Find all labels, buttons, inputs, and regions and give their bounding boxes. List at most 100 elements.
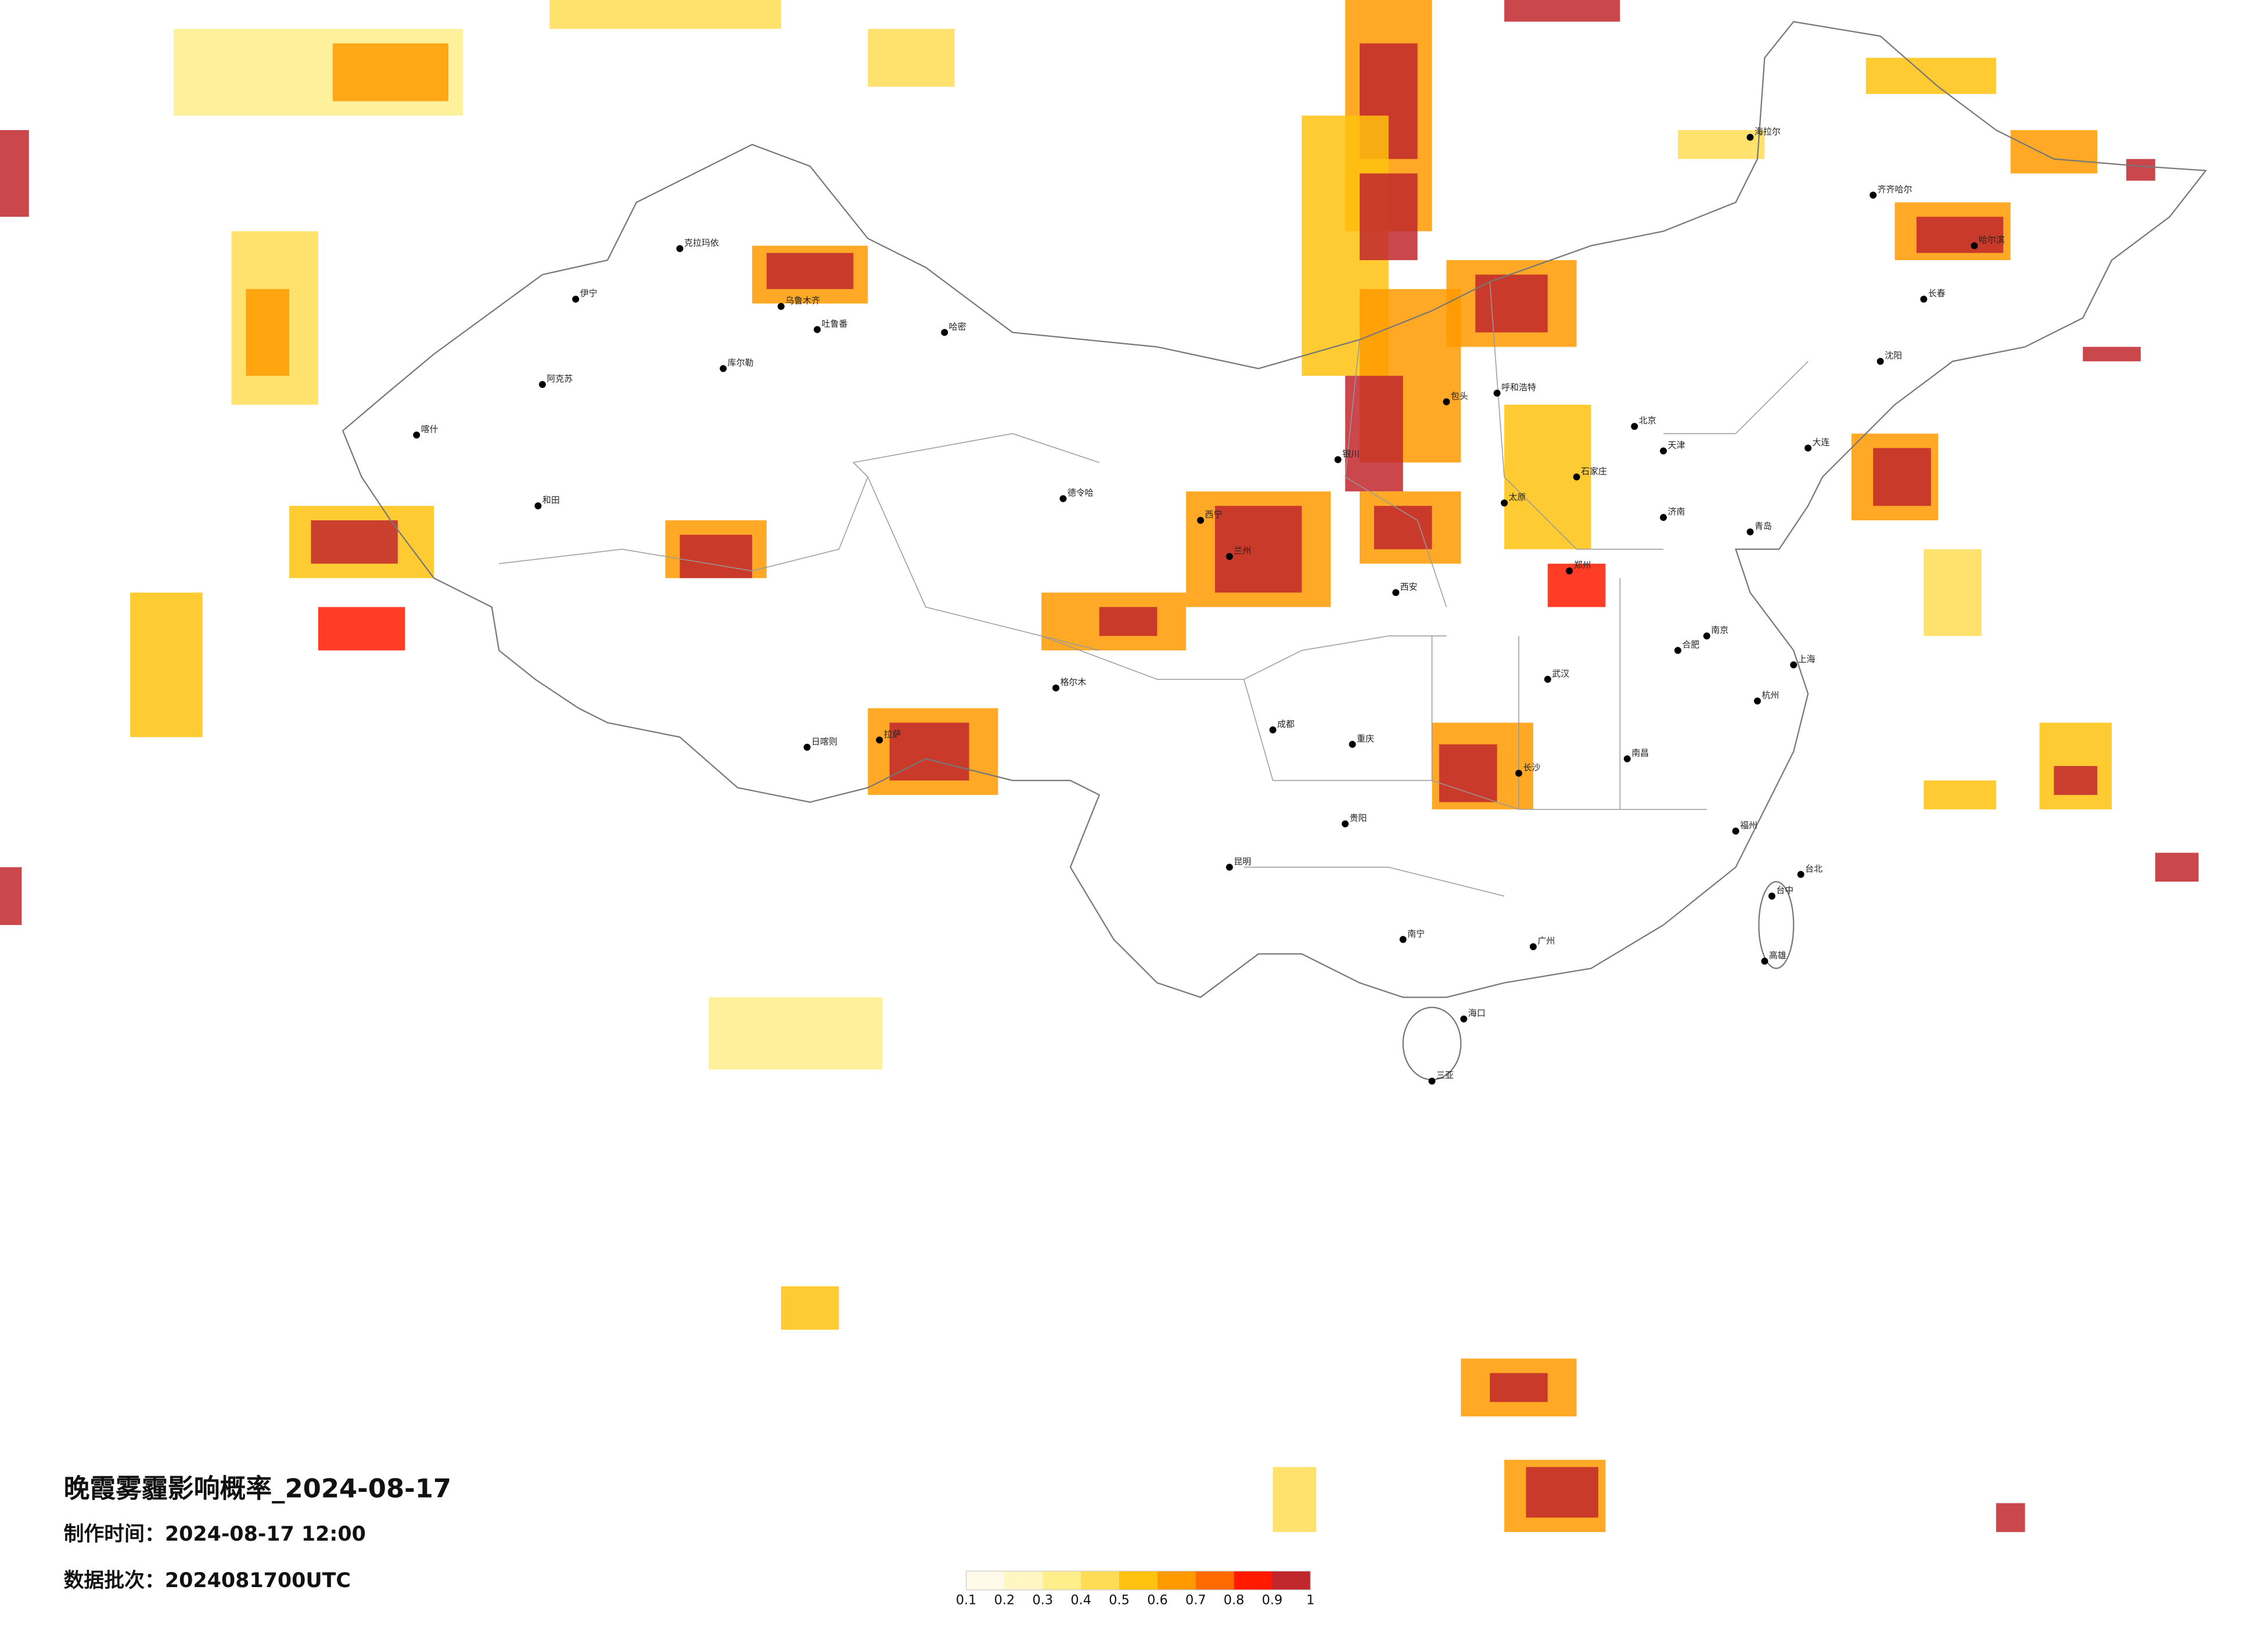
city-label: 日喀则 — [811, 736, 838, 747]
hainan-outline — [1402, 1006, 1462, 1081]
city-dot — [1920, 296, 1928, 303]
city-dot — [1225, 553, 1233, 560]
city-dot — [572, 296, 580, 303]
prob-patch — [1374, 506, 1432, 549]
city-dot — [1529, 943, 1537, 951]
city-dot — [538, 381, 546, 388]
prob-patch — [680, 534, 753, 578]
city-label: 德令哈 — [1067, 488, 1094, 498]
city-dot — [534, 502, 542, 510]
city-dot — [1870, 192, 1877, 199]
city-dot — [1269, 726, 1277, 733]
city-dot — [1059, 495, 1067, 502]
prob-patch — [1099, 607, 1158, 636]
prob-patch — [130, 592, 203, 738]
city-label: 郑州 — [1574, 560, 1591, 570]
city-dot — [1460, 1015, 1468, 1023]
city-dot — [1052, 684, 1059, 692]
city-label: 西宁 — [1205, 509, 1223, 520]
city-dot — [413, 431, 420, 439]
prob-patch — [709, 997, 883, 1070]
city-dot — [1573, 473, 1580, 481]
prob-patch — [889, 722, 969, 780]
legend-label: 0.7 — [1185, 1593, 1206, 1608]
city-dot — [1761, 958, 1769, 965]
city-label: 昆明 — [1234, 856, 1251, 866]
city-dot — [1877, 358, 1884, 365]
legend-label: 0.3 — [1033, 1593, 1054, 1608]
city-label: 台北 — [1805, 864, 1823, 874]
city-label: 杭州 — [1762, 690, 1779, 700]
prob-patch — [1526, 1467, 1598, 1518]
city-dot — [1428, 1077, 1436, 1085]
map-title: 晚霞雾霾影响概率_2024-08-17 — [64, 1473, 452, 1504]
province-borders — [499, 282, 1809, 897]
city-label: 拉萨 — [884, 729, 901, 739]
city-dot — [1623, 755, 1631, 762]
prob-patch — [766, 253, 854, 289]
city-dot — [720, 365, 727, 372]
prob-patch — [1475, 274, 1548, 333]
city-dot — [1566, 567, 1573, 575]
city-label: 三亚 — [1436, 1070, 1454, 1081]
city-label: 格尔木 — [1060, 677, 1086, 688]
city-label: 沈阳 — [1885, 350, 1902, 361]
batch: 数据批次：2024081700UTC — [64, 1569, 351, 1592]
city-label: 呼和浩特 — [1501, 382, 1536, 393]
city-label: 太原 — [1509, 492, 1526, 502]
city-dot — [1334, 456, 1342, 463]
city-dot — [1392, 589, 1400, 596]
legend-swatch — [1081, 1571, 1120, 1590]
city-dot — [1493, 390, 1501, 397]
city-dot — [1746, 528, 1754, 535]
city-label: 合肥 — [1682, 639, 1699, 650]
city-label: 乌鲁木齐 — [785, 296, 820, 306]
prob-patch — [318, 607, 405, 650]
city-dot — [1349, 740, 1356, 748]
city-label: 贵阳 — [1350, 813, 1367, 823]
legend-swatch — [1234, 1571, 1273, 1590]
legend-label: 0.1 — [956, 1593, 977, 1608]
city-label: 克拉玛依 — [684, 238, 719, 248]
city-label: 长沙 — [1523, 762, 1540, 773]
city-label: 福州 — [1740, 820, 1757, 830]
legend-label: 0.9 — [1262, 1593, 1283, 1608]
city-dot — [1797, 870, 1805, 878]
city-label: 西安 — [1400, 581, 1418, 592]
city-label: 南京 — [1711, 625, 1728, 635]
city-label: 高雄 — [1769, 950, 1787, 961]
city-label: 和田 — [542, 495, 560, 505]
made-time: 制作时间：2024-08-17 12:00 — [64, 1523, 366, 1546]
prob-patch — [1916, 217, 2004, 253]
city-dot — [1660, 447, 1667, 455]
prob-patch — [1866, 57, 1996, 94]
city-dot — [1660, 514, 1667, 521]
legend-label: 0.8 — [1224, 1593, 1245, 1608]
legend-swatch — [1157, 1571, 1196, 1590]
prob-patch — [1547, 563, 1606, 607]
legend-swatch — [1195, 1571, 1235, 1590]
city-label: 上海 — [1798, 654, 1816, 664]
prob-patch — [0, 130, 29, 217]
prob-patch — [781, 1286, 839, 1330]
city-dot — [876, 736, 883, 744]
city-dot — [1225, 864, 1233, 871]
prob-patch — [1504, 0, 1620, 22]
city-dot — [1544, 675, 1551, 683]
city-label: 长春 — [1928, 288, 1946, 298]
prob-patch — [1996, 1503, 2025, 1533]
prob-patch — [1439, 744, 1497, 803]
prob-patch — [246, 289, 290, 376]
prob-patch — [2083, 347, 2141, 362]
prob-patch — [1873, 448, 1931, 506]
city-dot — [1399, 936, 1407, 943]
legend: 0.1 0.2 0.3 0.4 0.5 0.6 0.7 0.8 0.9 1 — [956, 1570, 1314, 1608]
city-label: 台中 — [1776, 885, 1793, 895]
prob-patch — [1924, 780, 1996, 810]
city-dot — [1443, 398, 1450, 405]
city-label: 海拉尔 — [1755, 126, 1781, 136]
prob-patch — [2010, 130, 2098, 174]
legend-label: 0.5 — [1109, 1593, 1130, 1608]
city-label: 广州 — [1537, 936, 1555, 946]
